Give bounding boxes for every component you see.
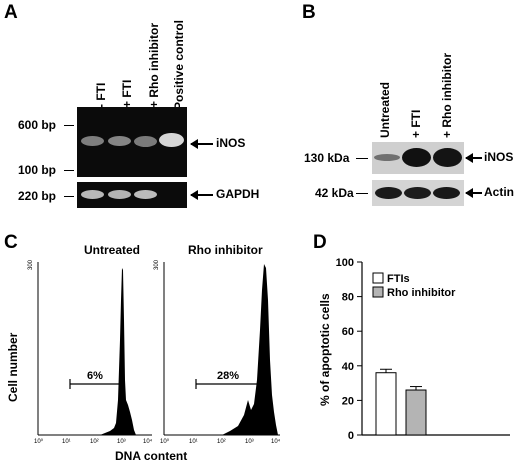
panel-a-letter: A (4, 2, 18, 23)
x-tick-label: 10³ (245, 439, 254, 445)
x-tick-label: 10² (90, 439, 99, 445)
actin-label: Actin (484, 185, 514, 199)
y-tick-label: 40 (342, 361, 354, 373)
inos-pcr-gel (77, 107, 187, 177)
size-marker-tick (64, 196, 74, 197)
x-tick-label: 10³ (117, 439, 126, 445)
actin-band (404, 187, 431, 199)
histogram-rho-inhibitor (222, 264, 278, 435)
x-tick-label: 10⁴ (143, 438, 153, 445)
panel-c-letter: C (4, 232, 18, 253)
legend-label-rho: Rho inhibitor (387, 287, 456, 299)
actin-band (433, 187, 460, 199)
y-tick-label: 20 (342, 395, 354, 407)
histogram-title-rho-inhibitor: Rho inhibitor (188, 243, 263, 257)
size-marker-tick (356, 158, 368, 159)
gapdh-band (134, 190, 157, 199)
y-tick-label: 80 (342, 292, 354, 304)
histogram-untreated (100, 268, 136, 435)
inos-label: iNOS (216, 136, 246, 150)
gapdh-band (108, 190, 131, 199)
inos-band (159, 133, 184, 147)
inos-label: iNOS (484, 150, 514, 164)
apoptotic-gate-rho (195, 379, 263, 389)
gapdh-label: GAPDH (216, 187, 260, 201)
inos-arrow (190, 139, 213, 149)
legend-label-ftis: FTIs (387, 273, 410, 285)
gapdh-band (81, 190, 104, 199)
y-tick-label: 100 (336, 257, 354, 269)
legend-swatch-rho (372, 286, 384, 298)
x-tick-label: 10⁰ (160, 438, 170, 445)
gapdh-arrow (190, 190, 213, 200)
size-marker-600bp: 600 bp (18, 118, 57, 132)
y-max-label: 300 (154, 259, 160, 270)
y-max-label: 300 (28, 259, 34, 270)
inos-protein-band (374, 154, 400, 161)
inos-western-blot (372, 142, 464, 174)
x-tick-label: 10¹ (62, 439, 71, 445)
actin-western-blot (372, 180, 464, 206)
y-tick-label: 60 (342, 326, 354, 338)
panel-d-letter: D (313, 232, 327, 253)
bar-ftis (375, 372, 397, 436)
inos-protein-band (402, 148, 431, 167)
chart-legend: FTIs Rho inhibitor (372, 272, 456, 299)
x-tick-label: 10² (217, 439, 226, 445)
inos-band (81, 136, 104, 146)
gate-percent-rho: 28% (217, 370, 239, 382)
size-marker-tick (64, 170, 74, 171)
gapdh-pcr-gel (77, 182, 187, 208)
x-tick-label: 10⁰ (34, 438, 44, 445)
inos-band (134, 136, 157, 147)
gate-percent-untreated: 6% (87, 370, 103, 382)
size-marker-tick (64, 125, 74, 126)
dna-content-axis-label: DNA content (115, 449, 188, 463)
size-marker-42kda: 42 kDa (315, 186, 354, 200)
size-marker-220bp: 220 bp (18, 189, 57, 203)
size-marker-100bp: 100 bp (18, 163, 57, 177)
inos-arrow (465, 153, 482, 163)
panel-b-letter: B (302, 2, 316, 23)
actin-arrow (465, 188, 482, 198)
inos-protein-band (433, 148, 462, 167)
histogram-title-untreated: Untreated (84, 243, 141, 257)
legend-swatch-ftis (372, 272, 384, 284)
x-tick-label: 10¹ (189, 439, 198, 445)
inos-band (108, 136, 131, 146)
x-tick-label: 10⁴ (271, 438, 281, 445)
y-tick-label: 0 (348, 430, 354, 442)
size-marker-130kda: 130 kDa (304, 151, 350, 165)
size-marker-tick (356, 193, 368, 194)
apoptotic-gate-untreated (69, 379, 121, 389)
x-ticks-untreated: 10⁰ 10¹ 10² 10³ 10⁴ (34, 438, 153, 445)
actin-band (375, 187, 402, 199)
x-ticks-rho: 10⁰ 10¹ 10² 10³ 10⁴ (160, 438, 281, 445)
bar-rho-inhibitor (405, 389, 427, 436)
